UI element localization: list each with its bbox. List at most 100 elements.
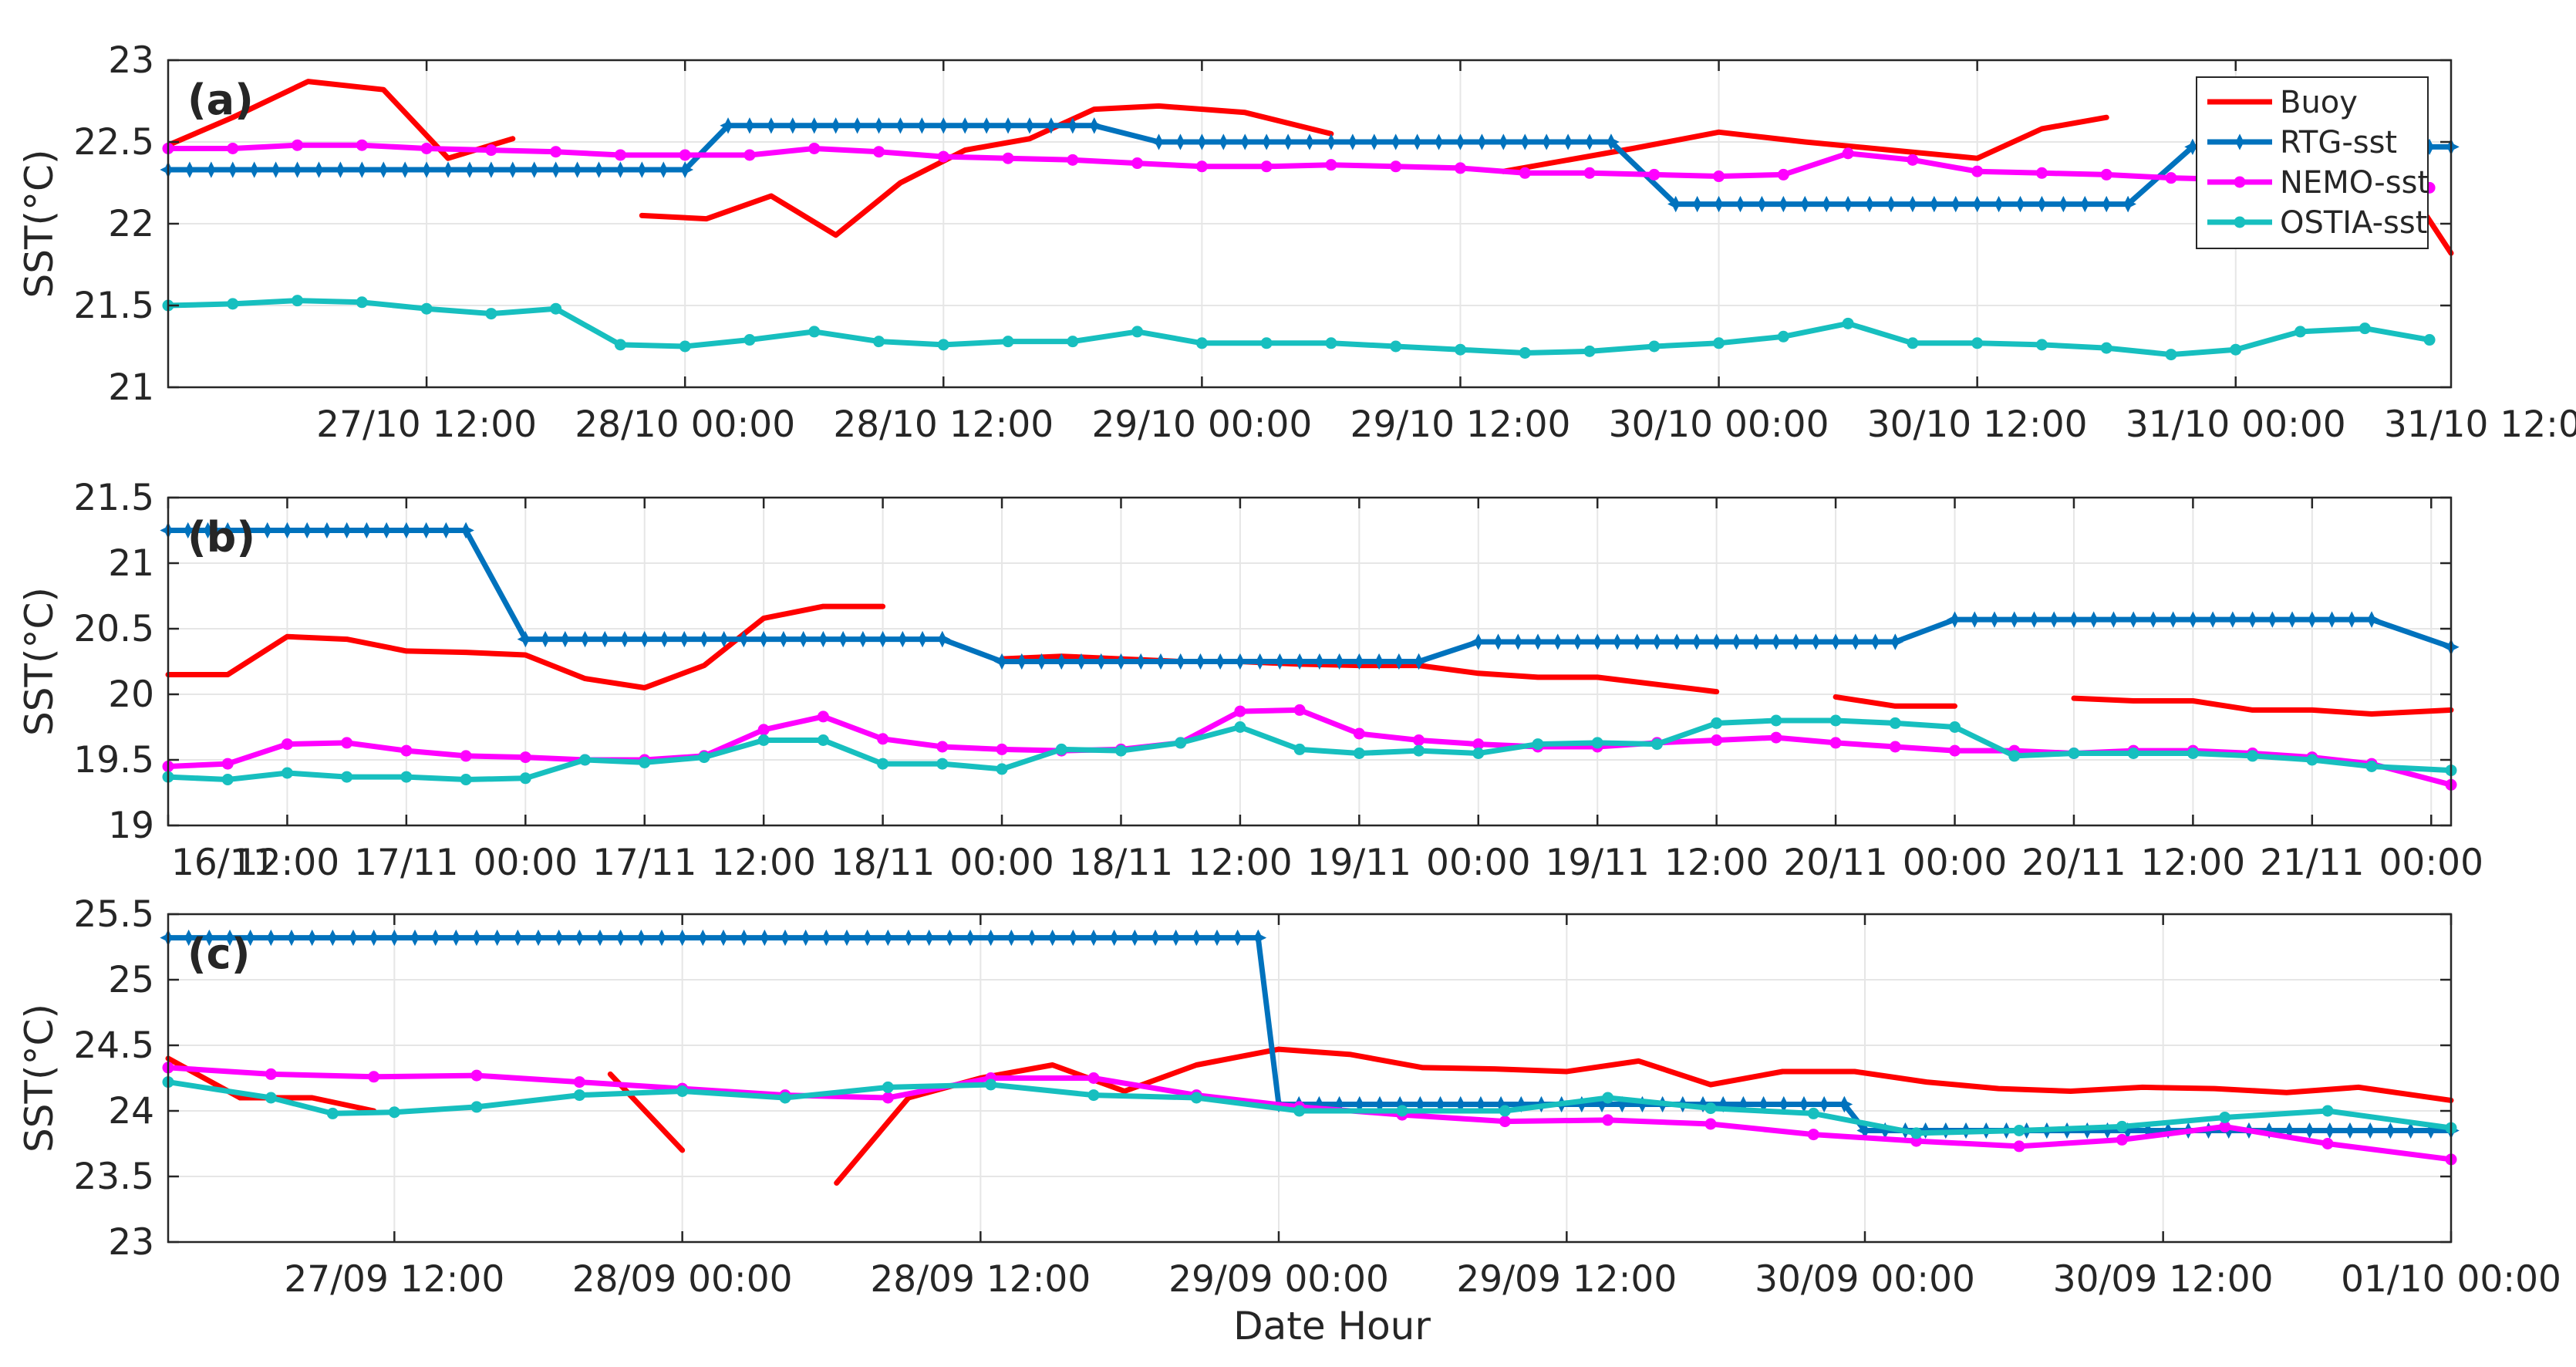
- y-tick-label: 24.5: [73, 1024, 154, 1067]
- data-point: [1949, 744, 1961, 757]
- data-point: [2304, 611, 2321, 628]
- data-point: [265, 1092, 277, 1104]
- x-tick-label: 30/09 00:00: [1755, 1258, 1975, 1301]
- data-point: [504, 161, 521, 178]
- data-point: [460, 750, 472, 762]
- data-point: [341, 771, 353, 783]
- data-point: [1229, 929, 1246, 947]
- data-point: [2321, 1122, 2338, 1139]
- data-point: [283, 929, 300, 947]
- data-point: [1842, 317, 1854, 329]
- data-point: [2127, 748, 2139, 759]
- data-point: [1293, 743, 1306, 755]
- x-tick-label: 29/10 00:00: [1091, 403, 1312, 446]
- data-point: [1688, 633, 1705, 650]
- data-point: [1472, 748, 1485, 759]
- data-point: [2055, 195, 2072, 213]
- data-point: [2284, 611, 2301, 628]
- data-point: [1126, 929, 1144, 947]
- data-point: [1067, 154, 1079, 166]
- data-point: [1708, 633, 1725, 650]
- data-point: [1910, 1127, 1923, 1139]
- data-point: [1694, 1095, 1711, 1113]
- data-point: [1353, 727, 1365, 740]
- data-point: [1529, 633, 1546, 650]
- data-point: [2365, 761, 2378, 772]
- x-tick-label: 20/11: [2021, 842, 2126, 884]
- data-point: [1087, 1072, 1100, 1084]
- x-tick-label: 01/10 00:00: [2341, 1258, 2561, 1301]
- data-point: [1280, 133, 1296, 150]
- data-point: [1390, 160, 1402, 173]
- data-point: [1387, 133, 1404, 150]
- data-point: [368, 1071, 380, 1083]
- data-point: [537, 630, 554, 648]
- data-point: [2125, 611, 2142, 628]
- data-point: [1330, 653, 1348, 670]
- data-point: [757, 724, 770, 736]
- data-point: [743, 149, 756, 161]
- data-point: [1293, 704, 1306, 716]
- data-point: [1390, 340, 1402, 353]
- data-point: [720, 117, 737, 134]
- data-point: [779, 1092, 791, 1104]
- data-point: [1583, 167, 1596, 179]
- data-point: [614, 339, 626, 351]
- x-tick-label: 18/11: [1069, 842, 1173, 884]
- data-point: [356, 296, 368, 309]
- data-point: [1454, 162, 1466, 174]
- data-point: [879, 929, 897, 947]
- data-point: [817, 734, 829, 746]
- data-point: [1704, 1102, 1717, 1115]
- data-point: [982, 929, 1000, 947]
- data-point: [1105, 929, 1123, 947]
- data-point: [698, 751, 710, 764]
- series-line: [999, 653, 1720, 695]
- data-point: [1807, 633, 1825, 650]
- data-point: [877, 733, 889, 745]
- data-point: [1021, 117, 1038, 134]
- data-point: [1710, 195, 1728, 213]
- y-axis-title: SST(°C): [17, 1004, 62, 1153]
- data-point: [1796, 195, 1813, 213]
- data-point: [488, 929, 506, 947]
- data-point: [1583, 345, 1596, 357]
- data-point: [2100, 342, 2112, 354]
- data-point: [1946, 611, 1964, 628]
- series-buoy-a: [165, 79, 2454, 256]
- data-point: [775, 630, 792, 648]
- data-point: [616, 630, 633, 648]
- data-point: [483, 161, 500, 178]
- x-tick-label: 12:00: [235, 842, 339, 884]
- data-point: [1391, 653, 1408, 670]
- data-point: [1818, 195, 1835, 213]
- data-point: [1847, 633, 1864, 650]
- data-point: [1591, 737, 1603, 749]
- data-point: [418, 161, 435, 178]
- legend-label: RTG-sst: [2280, 125, 2397, 160]
- data-point: [612, 161, 629, 178]
- data-point: [2145, 611, 2162, 628]
- data-point: [181, 161, 198, 178]
- data-point: [341, 737, 353, 749]
- data-point: [941, 929, 959, 947]
- data-point: [550, 302, 562, 315]
- data-point: [1413, 744, 1425, 757]
- data-point: [2035, 167, 2048, 179]
- data-point: [1325, 337, 1337, 349]
- data-point: [241, 929, 259, 947]
- series-rtg-sst-b: [160, 521, 2460, 670]
- data-point: [365, 929, 383, 947]
- data-point: [519, 751, 531, 764]
- data-point: [1966, 611, 1983, 628]
- data-point: [1489, 633, 1507, 650]
- legend-entry-rtg-sst: RTG-sst: [2207, 125, 2397, 160]
- data-point: [201, 929, 218, 947]
- axes-box-b: [167, 496, 2453, 827]
- data-point: [199, 521, 217, 539]
- data-point: [485, 308, 497, 320]
- data-point: [1648, 633, 1666, 650]
- data-point: [1366, 133, 1383, 150]
- data-point: [550, 146, 562, 158]
